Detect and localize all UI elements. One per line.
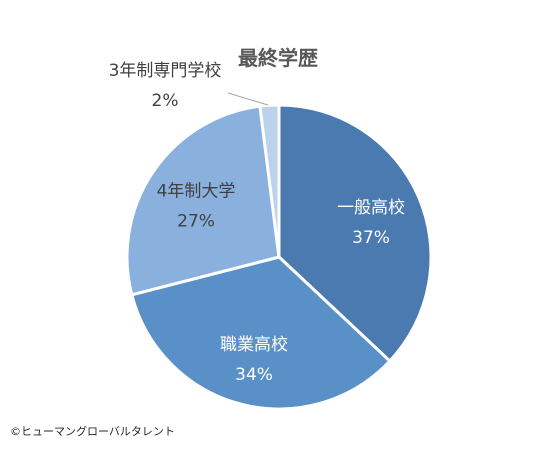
leader-line [227, 92, 269, 106]
value-label-three-year-vocational-college: 2% [152, 91, 179, 111]
slice-vocational-high-school [130, 255, 392, 411]
category-label-four-year-university: 4年制大学 [157, 182, 236, 202]
value-label-four-year-university: 27% [177, 212, 215, 232]
value-label-vocational-high-school: 34% [235, 365, 273, 385]
slice-labels: 一般高校 37% 職業高校 34% 4年制大学 27% 3年制専門学校 2% [109, 61, 405, 385]
copyright-text: ©ヒューマングローバルタレント [10, 424, 175, 438]
category-label-three-year-vocational-college: 3年制専門学校 [109, 61, 222, 81]
slice-four-year-university [125, 104, 281, 297]
category-label-general-high-school: 一般高校 [337, 198, 405, 218]
pie-slices [125, 103, 433, 411]
chart-title: 最終学歴 [238, 46, 318, 70]
slice-general-high-school [277, 103, 433, 363]
value-label-general-high-school: 37% [352, 228, 390, 248]
category-label-vocational-high-school: 職業高校 [220, 335, 288, 355]
slice-three-year-vocational-college [258, 103, 281, 259]
